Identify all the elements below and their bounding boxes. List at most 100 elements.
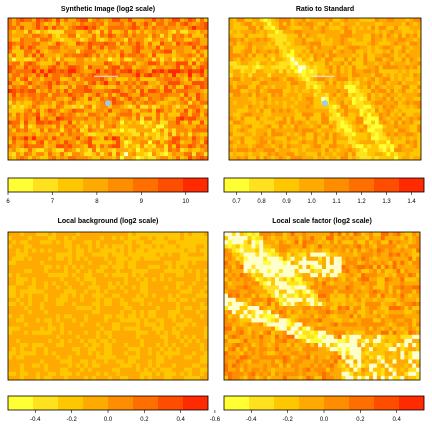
heatmap-cell	[394, 120, 399, 125]
heatmap-cell	[28, 41, 33, 46]
heatmap-cell	[20, 29, 25, 35]
heatmap-cell	[136, 256, 141, 262]
heatmap-cell	[24, 61, 29, 66]
heatmap-cell	[144, 57, 149, 62]
heatmap-cell	[286, 108, 291, 113]
heatmap-cell	[32, 120, 37, 125]
heatmap-cell	[84, 264, 89, 270]
heatmap-cell	[417, 65, 422, 70]
heatmap-cell	[282, 53, 287, 58]
heatmap-cell	[286, 85, 291, 90]
heatmap-cell	[317, 124, 322, 129]
heatmap-cell	[164, 264, 169, 270]
heatmap-cell	[236, 33, 241, 39]
heatmap-cell	[128, 18, 133, 23]
heatmap-cell	[204, 244, 209, 249]
heatmap-cell	[168, 120, 173, 125]
heatmap-cell	[168, 29, 173, 35]
heatmap-cell	[72, 37, 77, 42]
heatmap-cell	[12, 338, 17, 344]
heatmap-cell	[160, 281, 165, 286]
heatmap-cell	[390, 104, 395, 110]
heatmap-cell	[367, 29, 372, 35]
heatmap-cell	[188, 277, 193, 282]
heatmap-cell	[108, 326, 113, 331]
heatmap-cell	[16, 100, 21, 106]
heatmap-cell	[204, 318, 209, 323]
heatmap-cell	[244, 29, 249, 35]
heatmap-cell	[136, 338, 141, 344]
heatmap-cell	[305, 45, 310, 50]
heatmap-cell	[20, 57, 25, 62]
heatmap-cell	[367, 45, 372, 50]
heatmap-cell	[12, 301, 17, 307]
heatmap-cell	[200, 77, 205, 82]
heatmap-cell	[229, 156, 234, 161]
heatmap-cell	[200, 89, 205, 94]
heatmap-cell	[44, 92, 49, 98]
heatmap-cell	[240, 112, 245, 117]
heatmap-cell	[200, 116, 205, 121]
heatmap-cell	[168, 128, 173, 133]
heatmap-cell	[88, 330, 93, 336]
heatmap-cell	[204, 301, 209, 307]
heatmap-cell	[371, 33, 376, 39]
heatmap-cell	[248, 128, 253, 133]
heatmap-cell	[152, 81, 157, 86]
heatmap-cell	[229, 69, 234, 74]
heatmap-cell	[152, 77, 157, 82]
heatmap-cell	[332, 18, 337, 23]
heatmap-cell	[52, 334, 57, 340]
heatmap-cell	[88, 148, 93, 153]
heatmap-cell	[405, 18, 410, 23]
heatmap-cell	[336, 73, 341, 78]
heatmap-cell	[120, 112, 125, 117]
heatmap-cell	[332, 89, 337, 94]
heatmap-cell	[16, 322, 21, 327]
heatmap-cell	[336, 61, 341, 66]
heatmap-cell	[68, 269, 73, 274]
heatmap-cell	[348, 18, 353, 23]
heatmap-cell	[28, 18, 33, 23]
heatmap-cell	[92, 124, 97, 129]
heatmap-cell	[40, 260, 45, 266]
heatmap-cell	[160, 156, 165, 161]
heatmap-cell	[44, 306, 49, 311]
heatmap-cell	[367, 148, 372, 153]
heatmap-cell	[100, 297, 105, 303]
heatmap-cell	[409, 100, 414, 106]
heatmap-cell	[116, 61, 121, 66]
heatmap-cell	[282, 18, 287, 23]
heatmap-cell	[36, 53, 41, 58]
heatmap-cell	[40, 273, 45, 278]
heatmap-cell	[351, 37, 357, 42]
heatmap-cell	[60, 301, 65, 307]
heatmap-cell	[140, 310, 145, 315]
heatmap-cell	[192, 37, 197, 42]
heatmap-cell	[184, 244, 189, 249]
heatmap-cell	[325, 124, 330, 129]
heatmap-cell	[24, 322, 29, 327]
heatmap-cell	[164, 232, 169, 237]
heatmap-cell	[359, 132, 364, 137]
heatmap-cell	[36, 269, 41, 274]
heatmap-cell	[16, 61, 21, 66]
heatmap-cell	[96, 310, 101, 315]
heatmap-cell	[240, 65, 245, 70]
heatmap-cell	[24, 273, 29, 278]
heatmap-cell	[40, 53, 45, 58]
heatmap-cell	[144, 124, 149, 129]
heatmap-cell	[128, 108, 133, 113]
heatmap-cell	[363, 41, 368, 46]
heatmap-cell	[28, 256, 33, 262]
heatmap-cell	[56, 289, 61, 294]
heatmap-cell	[172, 45, 177, 50]
heatmap-cell	[140, 53, 145, 58]
heatmap-cell	[359, 112, 364, 117]
heatmap-cell	[28, 244, 33, 249]
heatmap-cell	[192, 293, 197, 299]
heatmap-cell	[255, 37, 261, 42]
heatmap-cell	[12, 29, 17, 35]
heatmap-cell	[96, 61, 101, 66]
heatmap-cell	[282, 33, 287, 39]
